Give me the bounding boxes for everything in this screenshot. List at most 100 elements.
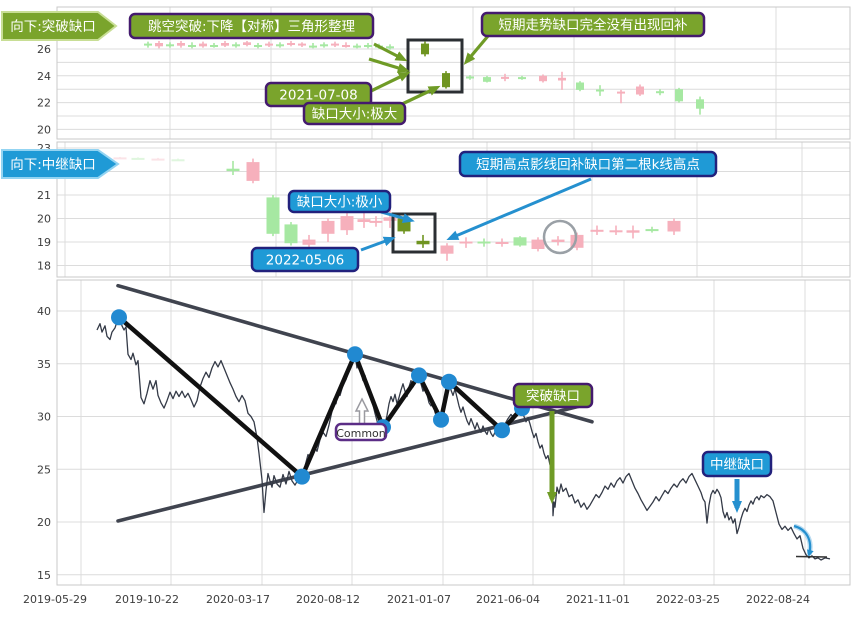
arrow-to-gap-rect-1 <box>373 42 408 62</box>
candle <box>284 222 298 246</box>
x-axis-date-label: 2021-06-04 <box>476 593 540 606</box>
candle-body <box>188 45 196 47</box>
candle-body <box>243 42 251 45</box>
candle <box>656 89 664 96</box>
banner-breakout-gap-text: 向下:突破缺口 <box>10 19 96 35</box>
candle <box>459 237 473 248</box>
arrow-from-date2-box <box>360 236 396 252</box>
candle <box>626 225 640 239</box>
candle <box>440 243 454 261</box>
candle-body <box>477 241 491 244</box>
candle-body <box>340 216 354 231</box>
candle-body <box>513 237 527 246</box>
candle <box>501 73 509 82</box>
candle-body <box>265 43 273 46</box>
x-axis-date-label: 2021-01-07 <box>387 593 451 606</box>
y-axis-tick-label: 40 <box>37 305 51 318</box>
label-date-2021-07-08-text: 2021-07-08 <box>279 88 357 104</box>
candle <box>518 75 526 80</box>
x-axis-date-label: 2019-05-29 <box>23 593 87 606</box>
x-axis-date-label: 2021-11-01 <box>566 593 630 606</box>
candle-body <box>667 220 681 232</box>
candle <box>383 207 397 228</box>
candle-body <box>551 239 565 242</box>
label-shadow-fill-gap-shape <box>458 150 718 178</box>
label-breakout-gap-text: 突破缺口 <box>526 389 580 405</box>
y-axis-tick-label: 22 <box>37 97 51 110</box>
candle-body <box>576 82 584 90</box>
candle-body <box>617 91 625 94</box>
candle-body <box>483 77 491 82</box>
candle-body <box>440 245 454 254</box>
y-axis-tick-label: 26 <box>37 43 51 56</box>
label-date-2022-05-06-text: 2022-05-06 <box>266 253 344 269</box>
candle-body <box>531 239 545 249</box>
candle-body <box>276 44 284 47</box>
candle <box>558 71 566 90</box>
candle <box>576 81 584 92</box>
candle <box>357 211 371 228</box>
candle <box>442 71 450 89</box>
label-continuation-gap: 中继缺口 <box>701 450 773 478</box>
candle <box>254 42 262 49</box>
candle <box>386 44 394 50</box>
pivot-dot <box>433 411 449 428</box>
common-up-arrow <box>354 397 370 427</box>
candle-body <box>495 242 509 244</box>
label-gap-breakout-triangle-shape <box>128 12 375 40</box>
gap-highlight-rect <box>406 38 464 94</box>
candle-body <box>151 158 165 161</box>
candle <box>477 238 491 247</box>
label-gap-size-extra-large-shape <box>302 101 407 126</box>
label-common-text: Common <box>336 427 386 440</box>
label-gap-size-extra-large: 缺口大小:极大 <box>302 101 407 126</box>
candle <box>342 42 350 48</box>
y-axis-tick-label: 35 <box>37 358 51 371</box>
banner-continuation-gap: 向下:中继缺口 <box>1 149 120 179</box>
candle <box>166 42 174 48</box>
candle <box>171 158 185 162</box>
label-shadow-fill-gap: 短期高点影线回补缺口第二根k线高点 <box>458 150 718 178</box>
candle <box>320 42 328 48</box>
candle-body <box>518 77 526 80</box>
candle <box>421 41 429 57</box>
panel-border <box>56 279 851 586</box>
candle-body <box>266 197 280 234</box>
candle <box>321 218 335 242</box>
label-gap-breakout-triangle-text: 跳空突破:下降【对称】三角形整理 <box>148 19 356 35</box>
x-axis-date-label: 2020-03-17 <box>206 593 270 606</box>
candle-body <box>210 45 218 47</box>
candle <box>246 158 260 184</box>
candle <box>645 226 659 233</box>
candle-body <box>609 230 623 233</box>
candle-body <box>309 45 317 48</box>
candle-body <box>386 46 394 49</box>
candle-body <box>199 43 207 47</box>
candle-body <box>166 44 174 47</box>
banner-continuation-gap-shape <box>1 149 120 179</box>
label-gap-size-extra-small: 缺口大小:极小 <box>287 189 392 214</box>
candle <box>696 96 704 115</box>
label-date-2022-05-06: 2022-05-06 <box>250 246 360 273</box>
candle-body <box>383 217 397 221</box>
candle-body <box>287 43 295 45</box>
candle-body <box>171 159 185 162</box>
banner-breakout-gap: 向下:突破缺口 <box>1 11 118 41</box>
label-date-2022-05-06-shape <box>250 246 360 273</box>
candle <box>309 42 317 49</box>
candle <box>276 42 284 48</box>
candle <box>539 74 547 83</box>
label-breakout-gap: 突破缺口 <box>512 382 594 409</box>
candle-body <box>364 45 372 47</box>
candle-body <box>226 168 240 172</box>
candle-body <box>416 240 430 245</box>
label-common-shape <box>334 422 388 442</box>
pivot-dot <box>411 367 427 384</box>
candle <box>364 42 372 49</box>
pivot-dot <box>294 468 310 485</box>
candle-body <box>284 224 298 244</box>
candle <box>483 75 491 83</box>
candle-body <box>221 43 229 46</box>
